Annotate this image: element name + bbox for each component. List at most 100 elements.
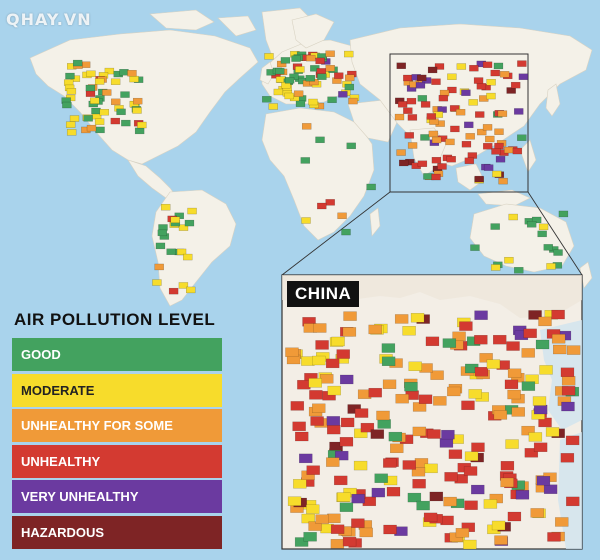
station-marker <box>308 378 322 388</box>
station-marker <box>504 256 514 264</box>
station-marker <box>157 229 168 237</box>
station-marker <box>507 389 521 400</box>
station-marker <box>316 68 327 75</box>
station-marker <box>344 83 355 91</box>
station-marker <box>493 62 504 70</box>
station-marker <box>291 55 301 62</box>
station-marker <box>486 92 496 100</box>
station-marker <box>187 207 197 215</box>
station-marker <box>102 89 112 96</box>
station-marker <box>395 393 409 404</box>
station-marker <box>290 401 305 411</box>
station-marker <box>505 439 519 449</box>
station-marker <box>301 123 312 130</box>
station-marker <box>424 463 438 474</box>
station-marker <box>483 143 493 150</box>
station-marker <box>326 416 341 426</box>
station-marker <box>430 370 444 380</box>
station-marker <box>514 267 524 274</box>
station-marker <box>447 73 457 80</box>
station-marker <box>368 324 382 335</box>
station-marker <box>339 437 354 447</box>
station-marker <box>418 394 433 404</box>
station-marker <box>497 110 508 117</box>
station-marker <box>553 344 567 355</box>
station-marker <box>463 466 478 476</box>
station-marker <box>521 348 535 358</box>
station-marker <box>506 341 520 351</box>
station-marker <box>407 492 422 503</box>
station-marker <box>396 62 406 69</box>
station-marker <box>539 365 553 375</box>
station-marker <box>306 504 320 514</box>
station-marker <box>330 539 345 549</box>
station-marker <box>390 443 404 454</box>
station-marker <box>490 264 501 271</box>
station-marker <box>394 113 405 121</box>
station-marker <box>521 425 535 436</box>
station-marker <box>427 66 438 74</box>
station-marker <box>403 74 413 82</box>
station-marker <box>320 374 334 384</box>
station-marker <box>327 513 341 524</box>
china-inset-title: CHINA <box>287 281 360 307</box>
station-marker <box>474 335 488 345</box>
station-marker <box>482 61 493 68</box>
station-marker <box>294 537 309 547</box>
station-marker <box>491 148 501 155</box>
station-marker <box>297 379 311 390</box>
station-marker <box>445 138 455 146</box>
station-marker <box>538 417 552 428</box>
station-marker <box>517 60 527 67</box>
station-marker <box>295 100 306 107</box>
station-marker <box>494 535 508 545</box>
station-marker <box>536 476 551 486</box>
station-marker <box>500 461 515 471</box>
station-marker <box>526 221 537 228</box>
station-marker <box>463 539 477 550</box>
station-marker <box>558 210 569 218</box>
station-marker <box>560 453 575 463</box>
station-marker <box>376 410 390 421</box>
station-marker <box>514 108 524 115</box>
station-marker <box>431 78 441 85</box>
station-marker <box>166 248 176 255</box>
station-marker <box>354 408 369 418</box>
station-marker <box>178 224 189 231</box>
station-marker <box>359 527 373 538</box>
station-marker <box>280 57 291 64</box>
station-marker <box>83 115 93 122</box>
station-marker <box>315 514 329 524</box>
station-marker <box>402 326 416 336</box>
station-marker <box>465 133 475 140</box>
station-marker <box>464 451 479 461</box>
station-marker <box>416 500 430 511</box>
station-marker <box>545 427 560 437</box>
station-marker <box>313 323 327 333</box>
station-marker <box>377 419 391 429</box>
station-marker <box>325 199 335 206</box>
station-marker <box>447 86 457 94</box>
station-marker <box>121 119 131 127</box>
station-marker <box>264 53 274 60</box>
station-marker <box>468 99 478 106</box>
station-marker <box>507 511 522 522</box>
station-marker <box>477 128 487 136</box>
station-marker <box>490 69 500 77</box>
station-marker <box>268 103 278 110</box>
station-marker <box>448 449 463 459</box>
station-marker <box>382 379 397 389</box>
station-marker <box>471 484 485 495</box>
station-marker <box>512 147 523 155</box>
station-marker <box>543 484 558 494</box>
station-marker <box>315 57 325 65</box>
station-marker <box>551 309 565 320</box>
station-marker <box>538 223 549 231</box>
station-marker <box>326 457 340 467</box>
station-marker <box>371 487 386 498</box>
station-marker <box>72 59 83 67</box>
station-marker <box>521 381 536 391</box>
station-marker <box>386 486 401 497</box>
station-marker <box>464 121 474 129</box>
